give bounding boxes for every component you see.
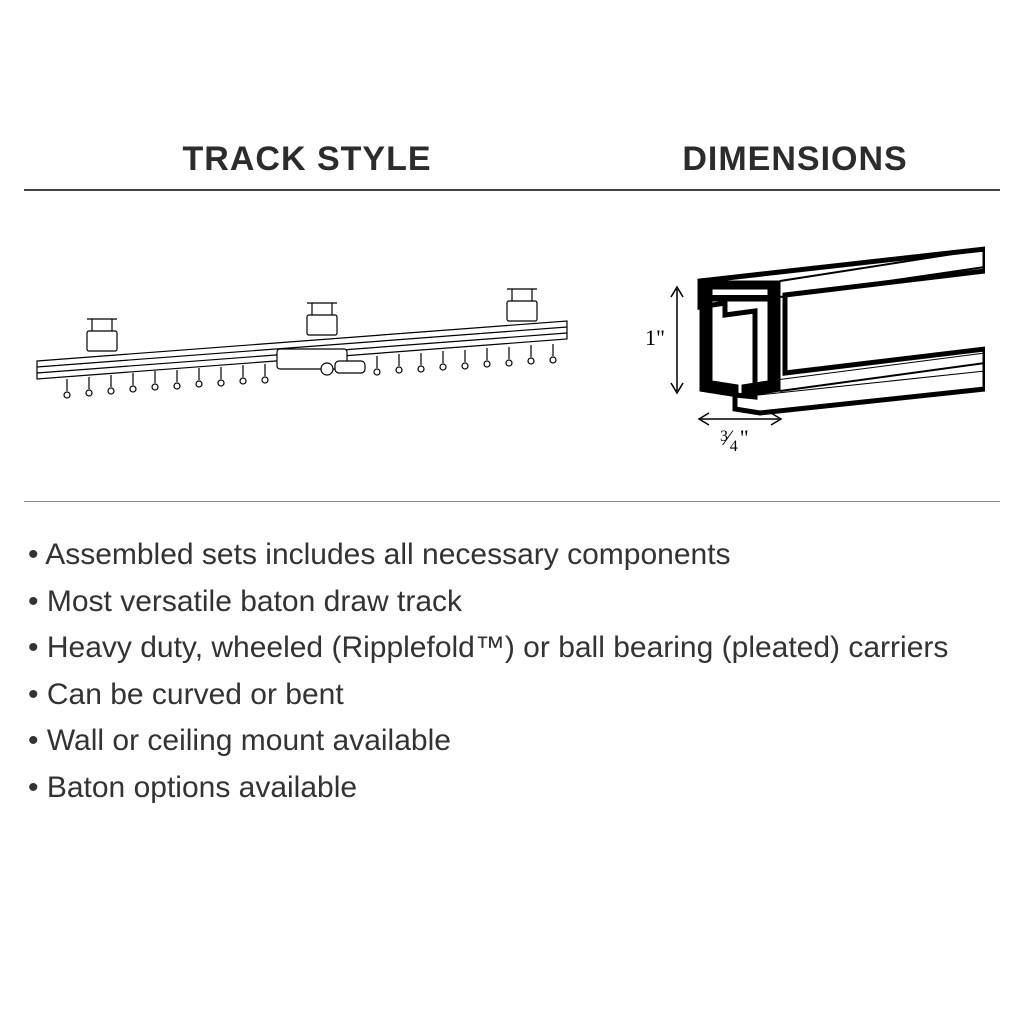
bullet-item: Most versatile baton draw track bbox=[28, 579, 1000, 626]
feature-bullets: Assembled sets includes all necessary co… bbox=[24, 532, 1000, 811]
diagram-row: 1" 3⁄4" bbox=[24, 231, 1000, 471]
header-divider bbox=[24, 189, 1000, 191]
bullet-item: Assembled sets includes all necessary co… bbox=[28, 532, 1000, 579]
bullet-item: Can be curved or bent bbox=[28, 672, 1000, 719]
bullet-item: Heavy duty, wheeled (Ripplefold™) or bal… bbox=[28, 625, 1000, 672]
track-svg bbox=[27, 261, 587, 441]
mid-divider bbox=[24, 501, 1000, 502]
header-dimensions: DIMENSIONS bbox=[590, 140, 1000, 179]
bullet-item: Wall or ceiling mount available bbox=[28, 718, 1000, 765]
track-style-diagram bbox=[24, 261, 590, 441]
header-track-style: TRACK STYLE bbox=[24, 140, 590, 179]
dimensions-diagram: 1" 3⁄4" bbox=[590, 241, 1000, 461]
column-headers: TRACK STYLE DIMENSIONS bbox=[24, 140, 1000, 179]
width-dim-label: 3⁄4" bbox=[720, 425, 749, 455]
bullet-item: Baton options available bbox=[28, 765, 1000, 812]
height-dim-label: 1" bbox=[645, 325, 665, 350]
profile-svg: 1" 3⁄4" bbox=[605, 241, 985, 461]
